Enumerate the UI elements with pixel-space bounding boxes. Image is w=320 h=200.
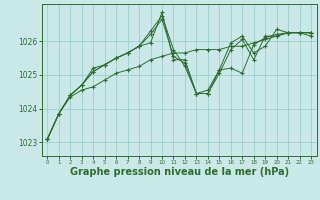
X-axis label: Graphe pression niveau de la mer (hPa): Graphe pression niveau de la mer (hPa) [70,167,289,177]
